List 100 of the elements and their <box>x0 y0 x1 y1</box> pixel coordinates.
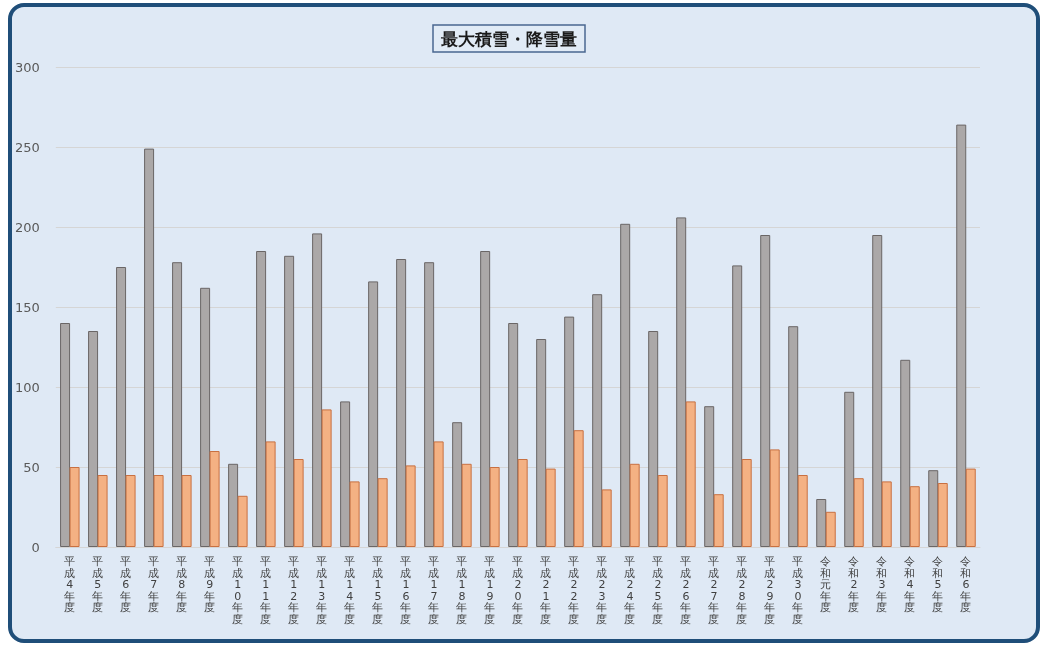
y-tick-label: 100 <box>14 379 40 395</box>
bar <box>741 459 752 547</box>
x-tick-label: 令和5年度 <box>932 555 944 615</box>
x-tick-label: 平成30年度 <box>792 555 804 626</box>
x-tick-label: 平成13年度 <box>316 555 328 626</box>
chart-title: 最大積雪・降雪量 <box>440 28 577 49</box>
bar <box>937 483 948 547</box>
bar <box>928 470 939 547</box>
x-tick-label: 平成20年度 <box>512 555 524 626</box>
bar <box>340 401 351 547</box>
bar <box>965 468 976 547</box>
x-tick-label: 平成15年度 <box>372 555 384 626</box>
x-tick-label: 平成28年度 <box>736 555 748 626</box>
y-tick-label: 250 <box>14 139 40 155</box>
bar <box>377 478 388 547</box>
bar <box>424 262 435 547</box>
bar <box>396 259 407 547</box>
bar <box>368 281 379 547</box>
bar <box>172 262 183 547</box>
x-tick-label: 平成9年度 <box>204 555 216 615</box>
bar <box>312 233 323 547</box>
x-tick-label: 平成25年度 <box>652 555 664 626</box>
bar <box>769 449 780 547</box>
x-tick-label: 令和2年度 <box>848 555 860 615</box>
bar <box>461 463 472 547</box>
bar <box>573 430 584 547</box>
bar <box>256 251 267 547</box>
bar <box>517 459 528 547</box>
bar <box>349 481 360 547</box>
x-tick-label: 平成26年度 <box>680 555 692 626</box>
bar <box>872 235 883 547</box>
bar <box>545 468 556 547</box>
x-tick-label: 平成18年度 <box>456 555 468 626</box>
bar <box>648 331 659 547</box>
bar <box>144 148 155 547</box>
bar <box>816 499 827 547</box>
bar <box>489 467 500 547</box>
y-tick-label: 200 <box>14 219 40 235</box>
bar <box>788 326 799 547</box>
x-tick-label: 平成22年度 <box>568 555 580 626</box>
bar <box>181 475 192 547</box>
x-tick-label: 平成27年度 <box>708 555 720 626</box>
bar <box>69 467 80 547</box>
bar <box>629 463 640 547</box>
bar <box>60 323 71 547</box>
x-tick-label: 令和4年度 <box>904 555 916 615</box>
bar <box>601 489 612 547</box>
bar <box>284 255 295 547</box>
bar <box>797 475 808 547</box>
x-tick-label: 令和3年度 <box>876 555 888 615</box>
bar <box>909 486 920 547</box>
bar <box>116 267 127 547</box>
bar <box>685 401 696 547</box>
bar <box>97 475 108 547</box>
bar <box>293 459 304 547</box>
bar <box>228 463 239 547</box>
x-tick-label: 平成4年度 <box>64 555 76 615</box>
bar <box>564 316 575 547</box>
y-tick-label: 150 <box>14 299 40 315</box>
bar <box>200 287 211 547</box>
x-tick-label: 令和元年度 <box>820 555 832 615</box>
bar <box>125 475 136 547</box>
y-tick-label: 0 <box>31 539 40 555</box>
bar <box>321 409 332 547</box>
bar <box>620 223 631 547</box>
bar <box>88 331 99 547</box>
x-tick-label: 平成17年度 <box>428 555 440 626</box>
x-tick-label: 平成14年度 <box>344 555 356 626</box>
bar <box>900 359 911 547</box>
x-tick-label: 平成10年度 <box>232 555 244 626</box>
y-tick-label: 300 <box>14 59 40 75</box>
bar <box>676 217 687 547</box>
x-tick-label: 平成12年度 <box>288 555 300 626</box>
bar <box>956 124 967 547</box>
bar <box>704 406 715 547</box>
x-tick-label: 平成6年度 <box>120 555 132 615</box>
x-tick-label: 平成11年度 <box>260 555 272 626</box>
bar <box>452 422 463 547</box>
bar <box>433 441 444 547</box>
x-tick-label: 平成24年度 <box>624 555 636 626</box>
x-tick-label: 平成16年度 <box>400 555 412 626</box>
bar <box>265 441 276 547</box>
y-tick-label: 50 <box>23 459 40 475</box>
bar <box>657 475 668 547</box>
bar <box>881 481 892 547</box>
bar <box>480 251 491 547</box>
x-tick-label: 平成7年度 <box>148 555 160 615</box>
bar <box>508 323 519 547</box>
bar <box>592 294 603 547</box>
bar <box>844 391 855 547</box>
x-tick-label: 平成23年度 <box>596 555 608 626</box>
bar <box>713 494 724 547</box>
bar <box>536 339 547 547</box>
bar <box>732 265 743 547</box>
x-tick-label: 平成29年度 <box>764 555 776 626</box>
bar <box>237 495 248 547</box>
x-tick-label: 平成19年度 <box>484 555 496 626</box>
bar <box>760 235 771 547</box>
bar <box>825 511 836 547</box>
bar <box>153 475 164 547</box>
